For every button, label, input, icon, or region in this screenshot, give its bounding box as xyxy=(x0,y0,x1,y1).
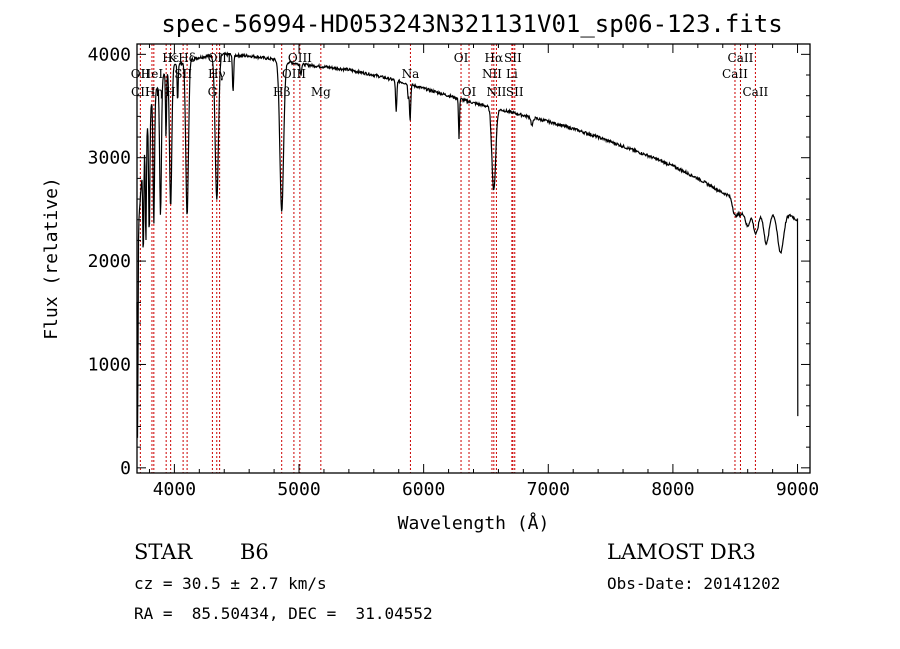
y-tick-label: 4000 xyxy=(88,44,131,65)
reference-line-label: Hα xyxy=(485,51,504,65)
reference-line-label: SII xyxy=(504,51,522,65)
y-tick-label: 2000 xyxy=(88,251,131,272)
x-tick-label: 4000 xyxy=(153,479,196,500)
reference-line-label: Hε xyxy=(162,51,179,65)
reference-line-label: HeI xyxy=(141,67,164,81)
reference-line-label: Li xyxy=(506,67,518,81)
reference-line-label: Hβ xyxy=(273,85,290,99)
x-tick-label: 7000 xyxy=(527,479,570,500)
reference-line-label: OI xyxy=(454,51,469,65)
reference-line-label: CII xyxy=(131,85,150,99)
reference-line-label: K xyxy=(168,51,178,65)
reference-line-label: Na xyxy=(402,67,420,81)
observation-date: Obs-Date: 20141202 xyxy=(607,574,781,593)
reference-line-label: CaII xyxy=(728,51,754,65)
axis-ticks xyxy=(137,44,810,473)
x-tick-label: 9000 xyxy=(776,479,819,500)
reference-line-label: Mg xyxy=(311,85,331,99)
reference-line-label: G xyxy=(208,85,218,99)
object-subclass: B6 xyxy=(240,540,269,564)
chart-title: spec-56994-HD053243N321131V01_sp06-123.f… xyxy=(161,10,783,38)
reference-line-label: OI xyxy=(462,85,477,99)
reference-line-label: NII xyxy=(482,67,502,81)
survey-name: LAMOST DR3 xyxy=(607,540,756,564)
reference-line-label: SII xyxy=(506,85,524,99)
x-tick-label: 6000 xyxy=(402,479,445,500)
reference-line-label: Hγ xyxy=(208,67,226,81)
reference-line-label: OII xyxy=(131,67,151,81)
y-tick-label: 3000 xyxy=(88,148,131,169)
plot-frame xyxy=(136,43,811,474)
reference-line-label: H xyxy=(165,85,175,99)
axis-tick-labels: 4000 5000 6000 7000 8000 9000 0 1000 2000 3000 400… xyxy=(88,44,820,500)
y-axis-title: Flux (relative) xyxy=(41,177,62,340)
x-axis-title: Wavelength (Å) xyxy=(398,512,550,534)
reference-line-label: Hη xyxy=(145,85,163,99)
y-tick-label: 1000 xyxy=(88,354,131,375)
reference-line-label: CaII xyxy=(742,85,768,99)
reference-lines xyxy=(139,44,756,473)
spectrum-line xyxy=(136,51,799,438)
reference-line-label: NII xyxy=(486,85,506,99)
object-class: STAR xyxy=(134,540,193,564)
y-tick-label: 0 xyxy=(120,458,131,479)
reference-line-label: CaII xyxy=(722,67,748,81)
redshift-cz: cz = 30.5 ± 2.7 km/s xyxy=(134,574,327,593)
coordinates: RA = 85.50434, DEC = 31.04552 xyxy=(134,604,433,623)
x-tick-label: 5000 xyxy=(277,479,320,500)
reference-line-label: OIII xyxy=(288,51,312,65)
x-tick-label: 8000 xyxy=(651,479,694,500)
